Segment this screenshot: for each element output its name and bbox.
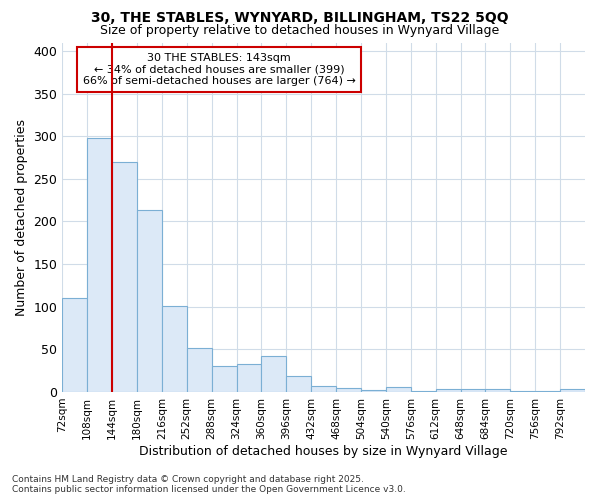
Bar (560, 390, 585, 392)
Y-axis label: Number of detached properties: Number of detached properties (15, 118, 28, 316)
Text: 30 THE STABLES: 143sqm
← 34% of detached houses are smaller (399)
66% of semi-de: 30 THE STABLES: 143sqm ← 34% of detached… (83, 53, 356, 86)
Bar (485, 388, 511, 392)
X-axis label: Distribution of detached houses by size in Wynyard Village: Distribution of detached houses by size … (139, 444, 508, 458)
Text: Size of property relative to detached houses in Wynyard Village: Size of property relative to detached ho… (100, 24, 500, 37)
Text: Contains HM Land Registry data © Crown copyright and database right 2025.
Contai: Contains HM Land Registry data © Crown c… (12, 474, 406, 494)
Bar (311, 386, 336, 392)
Bar (461, 388, 485, 392)
Bar (286, 376, 311, 392)
Bar (336, 388, 361, 392)
Bar (511, 391, 535, 392)
Bar (112, 162, 137, 392)
Bar (262, 356, 286, 392)
Bar (212, 366, 236, 392)
Bar (236, 364, 262, 392)
Bar (187, 348, 212, 392)
Bar (87, 138, 112, 392)
Bar (162, 306, 187, 392)
Bar (535, 391, 560, 392)
Text: 30, THE STABLES, WYNYARD, BILLINGHAM, TS22 5QQ: 30, THE STABLES, WYNYARD, BILLINGHAM, TS… (91, 12, 509, 26)
Bar (436, 390, 461, 392)
Bar (386, 387, 411, 392)
Bar (411, 391, 436, 392)
Bar (62, 298, 87, 392)
Bar (361, 390, 386, 392)
Bar (137, 210, 162, 392)
